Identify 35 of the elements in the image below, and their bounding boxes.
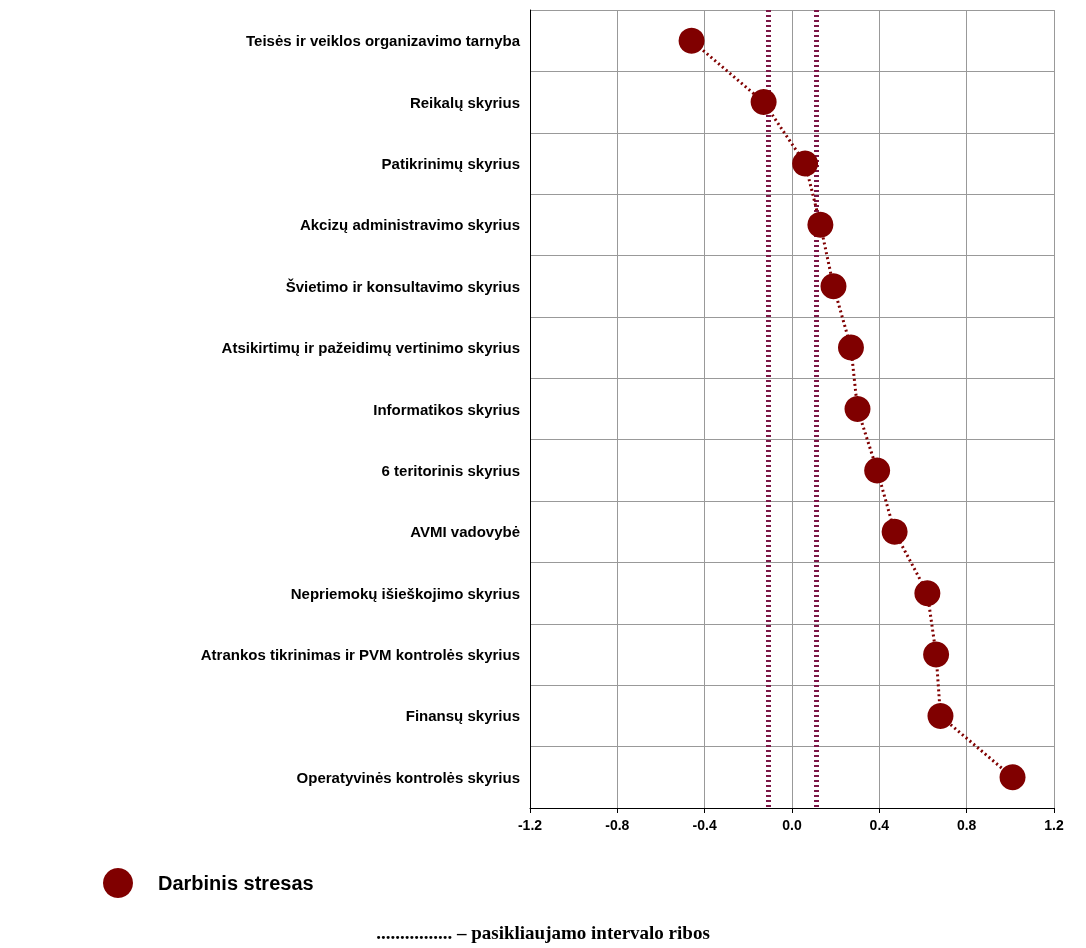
point: [837, 334, 864, 361]
y-tick-label: Patikrinimų skyrius: [381, 154, 520, 172]
y-tick-label: Atrankos tikrinimas ir PVM kontrolės skyrius: [200, 646, 520, 664]
point: [844, 396, 871, 422]
point: [750, 89, 777, 116]
y-tick-label: Atsikirtimų ir pažeidimų vertinimo skyrius: [221, 339, 520, 357]
y-tick-label: AVMI vadovybė: [410, 523, 520, 541]
point: [999, 764, 1026, 791]
point: [881, 518, 908, 545]
y-tick-label: Teisės ir veiklos organizavimo tarnyba: [246, 32, 521, 50]
point: [914, 580, 941, 607]
point: [678, 27, 705, 54]
y-tick-label: 6 teritorinis skyrius: [381, 461, 520, 479]
y-tick-label: Nepriemokų išieškojimo skyrius: [290, 584, 520, 602]
point: [820, 273, 847, 300]
y-tick-label: Operatyvinės kontrolės skyrius: [296, 768, 520, 786]
x-tick-label: -1.2: [517, 817, 543, 833]
point: [792, 150, 819, 177]
point: [927, 702, 954, 729]
y-tick-label: Akcizų administravimo skyrius: [299, 216, 520, 234]
point: [807, 211, 834, 238]
x-tick-label: -0.8: [605, 817, 630, 833]
point: [923, 641, 950, 668]
x-tick-label: 0.0: [782, 817, 802, 833]
point: [864, 457, 891, 484]
y-tick-label: Reikalų skyrius: [409, 93, 520, 111]
y-tick-label: Informatikos skyrius: [373, 400, 520, 418]
x-tick-label: 0.4: [869, 817, 890, 833]
x-tick-label: -0.4: [692, 817, 717, 833]
text: ................ – pasikliaujamo intervalo ribos: [376, 922, 710, 943]
legend-label: Darbinis stresas: [158, 872, 314, 894]
x-tick-label: 1.2: [1044, 817, 1064, 833]
y-tick-label: Švietimo ir konsultavimo skyrius: [285, 277, 520, 295]
x-tick-label: 0.8: [956, 817, 977, 833]
y-tick-label: Finansų skyrius: [405, 707, 520, 725]
